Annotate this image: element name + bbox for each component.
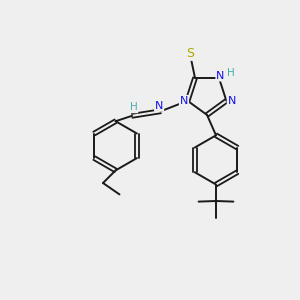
- Text: H: H: [226, 68, 234, 78]
- Text: N: N: [216, 70, 225, 81]
- Text: N: N: [228, 96, 236, 106]
- Text: N: N: [180, 96, 188, 106]
- Text: S: S: [187, 47, 194, 60]
- Text: H: H: [130, 102, 137, 112]
- Text: N: N: [155, 101, 163, 111]
